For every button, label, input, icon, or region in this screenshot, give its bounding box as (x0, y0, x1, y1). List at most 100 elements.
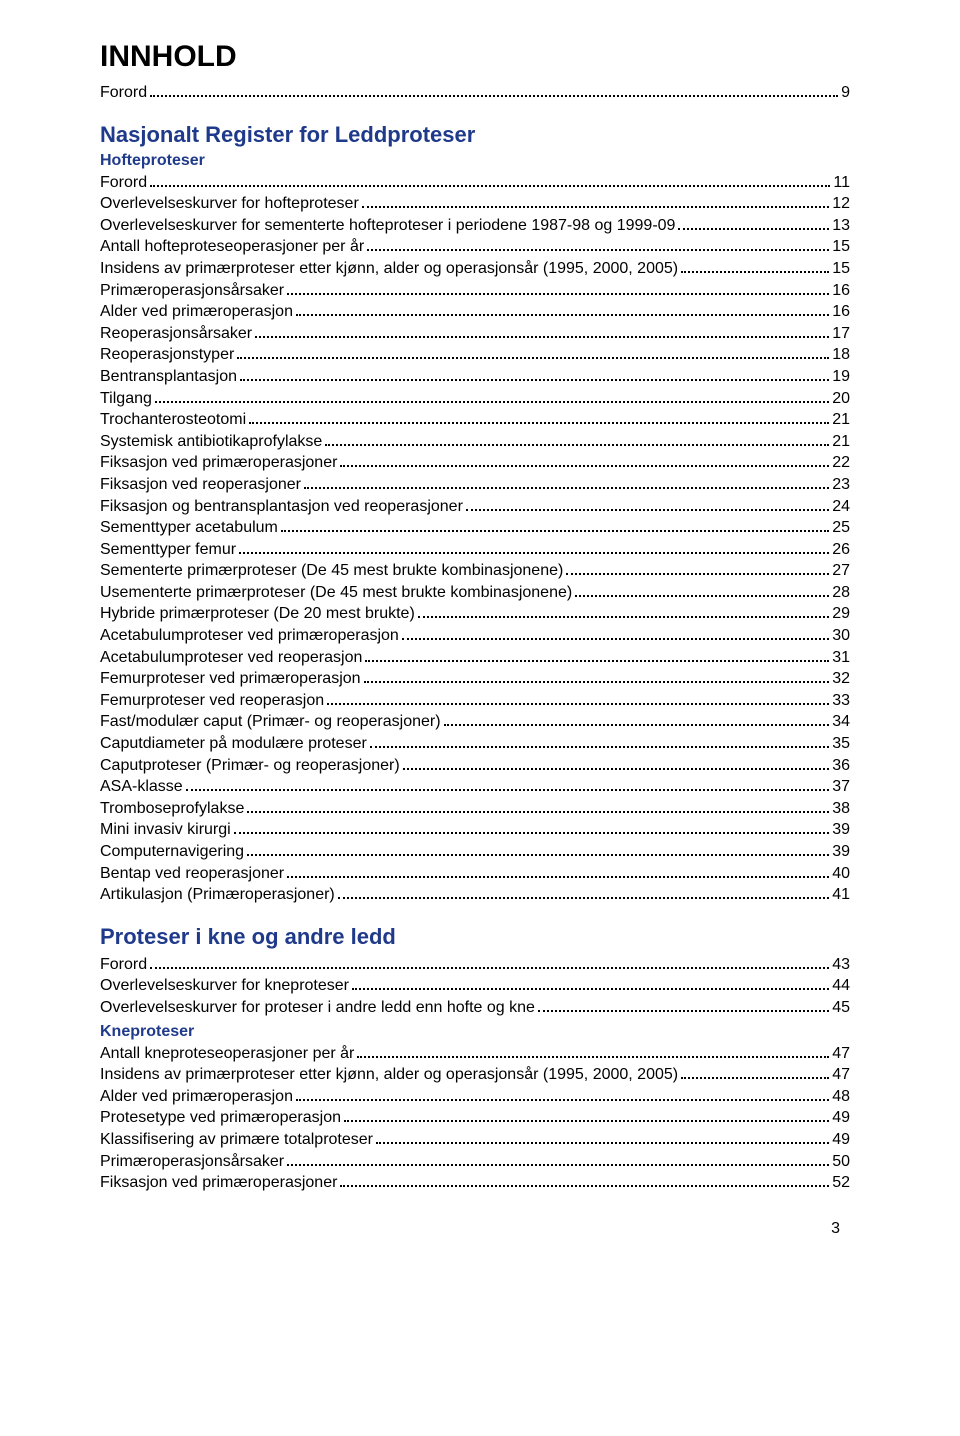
toc-entry: Bentransplantasjon19 (100, 366, 850, 388)
toc-entry-label: Protesetype ved primæroperasjon (100, 1107, 341, 1129)
section-subheading: Hofteproteser (100, 152, 850, 170)
toc-dots (155, 401, 829, 403)
toc-entry: Artikulasjon (Primæroperasjoner)41 (100, 884, 850, 906)
toc-entry: Mini invasiv kirurgi39 (100, 819, 850, 841)
toc-entry-page: 52 (832, 1172, 850, 1194)
toc-dots (681, 1077, 829, 1079)
toc-dots (340, 465, 829, 467)
toc-dots (370, 746, 829, 748)
toc-dots (239, 552, 829, 554)
toc-dots (575, 595, 829, 597)
toc-dots (357, 1056, 829, 1058)
toc-entry: Forord9 (100, 82, 850, 104)
toc-entry: Bentap ved reoperasjoner40 (100, 863, 850, 885)
toc-dots (237, 357, 829, 359)
toc-entry: ASA-klasse37 (100, 776, 850, 798)
toc-entry: Usementerte primærproteser (De 45 mest b… (100, 582, 850, 604)
toc-entry-page: 16 (832, 301, 850, 323)
toc-entry-page: 21 (832, 431, 850, 453)
toc-dots (403, 768, 830, 770)
toc-entry-page: 48 (832, 1086, 850, 1108)
toc-entry-label: Insidens av primærproteser etter kjønn, … (100, 1064, 678, 1086)
toc-entry: Fast/modulær caput (Primær- og reoperasj… (100, 711, 850, 733)
toc-entry-label: Femurproteser ved reoperasjon (100, 690, 324, 712)
toc-entry-label: ASA-klasse (100, 776, 183, 798)
toc-entry-page: 28 (832, 582, 850, 604)
toc-entry-label: Reoperasjonsårsaker (100, 323, 252, 345)
toc-entry-label: Sementtyper femur (100, 539, 236, 561)
toc-dots (287, 293, 829, 295)
toc-entry: Fiksasjon ved primæroperasjoner 52 (100, 1172, 850, 1194)
toc-dots (296, 314, 829, 316)
toc-dots (466, 509, 829, 511)
toc-dots (255, 336, 829, 338)
toc-dots (678, 228, 829, 230)
toc-entry-label: Trochanterosteotomi (100, 409, 246, 431)
toc-dots (150, 95, 838, 97)
toc-entry-label: Reoperasjonstyper (100, 344, 234, 366)
section-heading: Nasjonalt Register for Leddproteser (100, 122, 850, 148)
toc-entry-label: Fiksasjon ved primæroperasjoner (100, 1172, 337, 1194)
toc-entry-page: 12 (832, 193, 850, 215)
toc-entry-page: 17 (832, 323, 850, 345)
toc-entry-page: 47 (832, 1043, 850, 1065)
toc-dots (281, 530, 829, 532)
toc-entry-page: 31 (832, 647, 850, 669)
toc-entry-page: 25 (832, 517, 850, 539)
toc-dots (340, 1185, 829, 1187)
toc-entry-page: 26 (832, 539, 850, 561)
toc-entry-page: 45 (832, 997, 850, 1019)
toc-dots (344, 1120, 829, 1122)
toc-dots (249, 422, 829, 424)
toc-entry: Protesetype ved primæroperasjon 49 (100, 1107, 850, 1129)
toc-entry-label: Overlevelseskurver for sementerte hoftep… (100, 215, 675, 237)
toc-entry: Tilgang20 (100, 388, 850, 410)
toc-dots (186, 789, 830, 791)
toc-entry: Caputproteser (Primær- og reoperasjoner)… (100, 755, 850, 777)
toc-entry-page: 49 (832, 1107, 850, 1129)
toc-entry-label: Forord (100, 954, 147, 976)
toc-dots (681, 271, 829, 273)
toc-entry-label: Overlevelseskurver for proteser i andre … (100, 997, 535, 1019)
toc-entry-label: Forord (100, 172, 147, 194)
toc-entry-page: 24 (832, 496, 850, 518)
toc-entry-page: 11 (833, 172, 850, 194)
toc-entry-label: Antall hofteproteseoperasjoner per år (100, 236, 364, 258)
toc-dots (247, 811, 829, 813)
toc-entry: Insidens av primærproteser etter kjønn, … (100, 1064, 850, 1086)
toc-entry-label: Fiksasjon ved primæroperasjoner (100, 452, 337, 474)
toc-entry-label: Usementerte primærproteser (De 45 mest b… (100, 582, 572, 604)
toc-entry: Overlevelseskurver for hofteproteser12 (100, 193, 850, 215)
toc-entry-label: Primæroperasjonsårsaker (100, 1151, 284, 1173)
toc-entry: Caputdiameter på modulære proteser35 (100, 733, 850, 755)
toc-entry-label: Sementtyper acetabulum (100, 517, 278, 539)
toc-entry: Reoperasjonsårsaker 17 (100, 323, 850, 345)
toc-dots (364, 681, 830, 683)
toc-dots (338, 897, 829, 899)
toc-entry-label: Tromboseprofylakse (100, 798, 244, 820)
section-heading: Proteser i kne og andre ledd (100, 924, 850, 950)
toc-dots (352, 988, 829, 990)
toc-entry-page: 38 (832, 798, 850, 820)
toc-entry-page: 39 (832, 819, 850, 841)
toc-dots (150, 185, 830, 187)
toc-entry-page: 34 (832, 711, 850, 733)
toc-entry-page: 16 (832, 280, 850, 302)
toc-dots (362, 206, 829, 208)
toc-entry-label: Bentransplantasjon (100, 366, 237, 388)
toc-entry-page: 9 (841, 82, 850, 104)
toc-entry-label: Insidens av primærproteser etter kjønn, … (100, 258, 678, 280)
toc-entry-label: Bentap ved reoperasjoner (100, 863, 284, 885)
toc-entry-label: Fiksasjon ved reoperasjoner (100, 474, 301, 496)
toc-entry: Sementtyper femur 26 (100, 539, 850, 561)
toc-dots (402, 638, 829, 640)
toc-dots (240, 379, 829, 381)
toc-entry-page: 27 (832, 560, 850, 582)
toc-entry: Overlevelseskurver for proteser i andre … (100, 997, 850, 1019)
toc-entry: Primæroperasjonsårsaker16 (100, 280, 850, 302)
toc-entry: Antall kneproteseoperasjoner per år47 (100, 1043, 850, 1065)
toc-entry-page: 43 (832, 954, 850, 976)
page-title: INNHOLD (100, 40, 850, 74)
toc-container: Forord9Nasjonalt Register for Leddprotes… (100, 82, 850, 1194)
toc-page: INNHOLD Forord9Nasjonalt Register for Le… (0, 0, 960, 1268)
